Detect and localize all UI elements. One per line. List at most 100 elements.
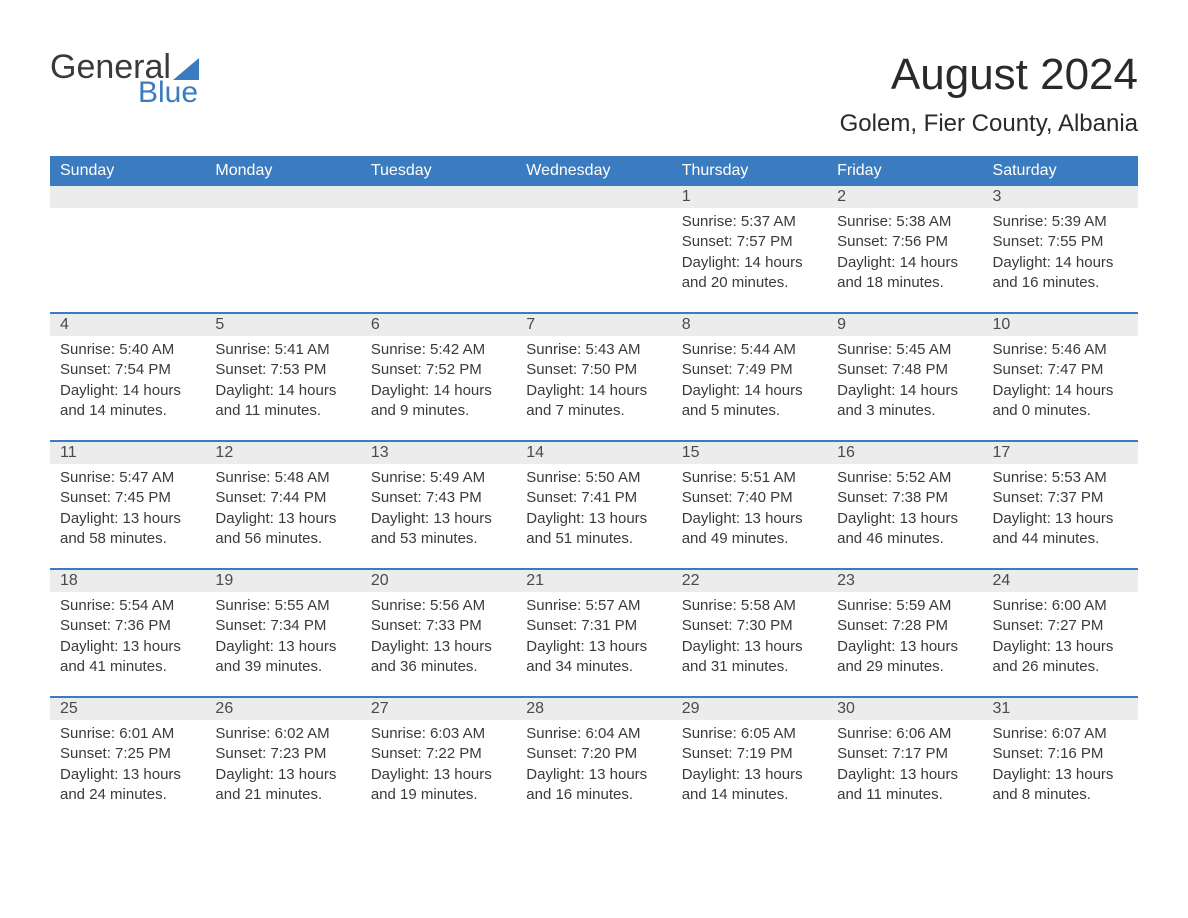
day-header-thursday: Thursday	[672, 156, 827, 186]
day-number: 21	[516, 570, 671, 592]
sunrise-text: Sunrise: 6:03 AM	[371, 724, 506, 744]
daylight-text: Daylight: 14 hours	[682, 253, 817, 273]
daylight-text: Daylight: 14 hours	[993, 253, 1128, 273]
sunset-text: Sunset: 7:43 PM	[371, 488, 506, 508]
sunset-text: Sunset: 7:47 PM	[993, 360, 1128, 380]
day-number: 15	[672, 442, 827, 464]
day-number: 5	[205, 314, 360, 336]
sunrise-text: Sunrise: 6:04 AM	[526, 724, 661, 744]
sunrise-text: Sunrise: 5:54 AM	[60, 596, 195, 616]
day-number: 7	[516, 314, 671, 336]
calendar-day: 22Sunrise: 5:58 AMSunset: 7:30 PMDayligh…	[672, 570, 827, 696]
calendar-day: 12Sunrise: 5:48 AMSunset: 7:44 PMDayligh…	[205, 442, 360, 568]
sunset-text: Sunset: 7:20 PM	[526, 744, 661, 764]
sunrise-text: Sunrise: 6:02 AM	[215, 724, 350, 744]
day-details: Sunrise: 5:37 AMSunset: 7:57 PMDaylight:…	[672, 208, 827, 293]
calendar-day: 3Sunrise: 5:39 AMSunset: 7:55 PMDaylight…	[983, 186, 1138, 312]
daylight-text: Daylight: 13 hours	[682, 509, 817, 529]
day-number: 9	[827, 314, 982, 336]
calendar-day: 14Sunrise: 5:50 AMSunset: 7:41 PMDayligh…	[516, 442, 671, 568]
day-number: 23	[827, 570, 982, 592]
daylight-text: and 56 minutes.	[215, 529, 350, 549]
day-details: Sunrise: 6:03 AMSunset: 7:22 PMDaylight:…	[361, 720, 516, 805]
day-details: Sunrise: 6:01 AMSunset: 7:25 PMDaylight:…	[50, 720, 205, 805]
day-number: 13	[361, 442, 516, 464]
day-number	[516, 186, 671, 208]
daylight-text: Daylight: 13 hours	[526, 637, 661, 657]
daylight-text: Daylight: 13 hours	[215, 509, 350, 529]
sunrise-text: Sunrise: 5:53 AM	[993, 468, 1128, 488]
calendar-day: 4Sunrise: 5:40 AMSunset: 7:54 PMDaylight…	[50, 314, 205, 440]
logo-word2: Blue	[138, 78, 199, 108]
sunset-text: Sunset: 7:31 PM	[526, 616, 661, 636]
daylight-text: and 11 minutes.	[215, 401, 350, 421]
calendar-day: 16Sunrise: 5:52 AMSunset: 7:38 PMDayligh…	[827, 442, 982, 568]
day-number: 8	[672, 314, 827, 336]
day-number: 31	[983, 698, 1138, 720]
daylight-text: and 31 minutes.	[682, 657, 817, 677]
calendar-day: 9Sunrise: 5:45 AMSunset: 7:48 PMDaylight…	[827, 314, 982, 440]
calendar-day	[50, 186, 205, 312]
daylight-text: Daylight: 13 hours	[526, 765, 661, 785]
sunset-text: Sunset: 7:49 PM	[682, 360, 817, 380]
daylight-text: Daylight: 14 hours	[215, 381, 350, 401]
day-header-tuesday: Tuesday	[361, 156, 516, 186]
daylight-text: and 58 minutes.	[60, 529, 195, 549]
calendar-day	[516, 186, 671, 312]
calendar-day: 29Sunrise: 6:05 AMSunset: 7:19 PMDayligh…	[672, 698, 827, 824]
daylight-text: and 7 minutes.	[526, 401, 661, 421]
daylight-text: and 29 minutes.	[837, 657, 972, 677]
day-number: 25	[50, 698, 205, 720]
sunset-text: Sunset: 7:41 PM	[526, 488, 661, 508]
day-details: Sunrise: 5:59 AMSunset: 7:28 PMDaylight:…	[827, 592, 982, 677]
sunrise-text: Sunrise: 5:59 AM	[837, 596, 972, 616]
calendar-day: 6Sunrise: 5:42 AMSunset: 7:52 PMDaylight…	[361, 314, 516, 440]
calendar-day: 8Sunrise: 5:44 AMSunset: 7:49 PMDaylight…	[672, 314, 827, 440]
calendar-day: 17Sunrise: 5:53 AMSunset: 7:37 PMDayligh…	[983, 442, 1138, 568]
calendar-day	[205, 186, 360, 312]
daylight-text: and 18 minutes.	[837, 273, 972, 293]
day-details: Sunrise: 5:40 AMSunset: 7:54 PMDaylight:…	[50, 336, 205, 421]
daylight-text: and 14 minutes.	[682, 785, 817, 805]
day-header-sunday: Sunday	[50, 156, 205, 186]
daylight-text: Daylight: 13 hours	[993, 637, 1128, 657]
day-number: 10	[983, 314, 1138, 336]
calendar-week: 1Sunrise: 5:37 AMSunset: 7:57 PMDaylight…	[50, 186, 1138, 312]
daylight-text: and 39 minutes.	[215, 657, 350, 677]
daylight-text: Daylight: 13 hours	[371, 637, 506, 657]
day-details: Sunrise: 5:44 AMSunset: 7:49 PMDaylight:…	[672, 336, 827, 421]
logo: General Blue	[50, 50, 199, 108]
sunset-text: Sunset: 7:22 PM	[371, 744, 506, 764]
day-number: 27	[361, 698, 516, 720]
day-number: 28	[516, 698, 671, 720]
day-number: 2	[827, 186, 982, 208]
sunrise-text: Sunrise: 5:52 AM	[837, 468, 972, 488]
sunset-text: Sunset: 7:33 PM	[371, 616, 506, 636]
calendar-day: 7Sunrise: 5:43 AMSunset: 7:50 PMDaylight…	[516, 314, 671, 440]
calendar-day: 24Sunrise: 6:00 AMSunset: 7:27 PMDayligh…	[983, 570, 1138, 696]
daylight-text: and 9 minutes.	[371, 401, 506, 421]
sunrise-text: Sunrise: 5:49 AM	[371, 468, 506, 488]
day-details: Sunrise: 5:54 AMSunset: 7:36 PMDaylight:…	[50, 592, 205, 677]
calendar-body: 1Sunrise: 5:37 AMSunset: 7:57 PMDaylight…	[50, 186, 1138, 824]
sunset-text: Sunset: 7:27 PM	[993, 616, 1128, 636]
day-details: Sunrise: 5:41 AMSunset: 7:53 PMDaylight:…	[205, 336, 360, 421]
day-number: 6	[361, 314, 516, 336]
daylight-text: and 20 minutes.	[682, 273, 817, 293]
daylight-text: and 24 minutes.	[60, 785, 195, 805]
sunset-text: Sunset: 7:45 PM	[60, 488, 195, 508]
daylight-text: and 49 minutes.	[682, 529, 817, 549]
sunrise-text: Sunrise: 5:41 AM	[215, 340, 350, 360]
sunset-text: Sunset: 7:53 PM	[215, 360, 350, 380]
sunrise-text: Sunrise: 5:42 AM	[371, 340, 506, 360]
sunset-text: Sunset: 7:30 PM	[682, 616, 817, 636]
day-number: 20	[361, 570, 516, 592]
daylight-text: Daylight: 13 hours	[371, 509, 506, 529]
day-header-saturday: Saturday	[983, 156, 1138, 186]
sunset-text: Sunset: 7:48 PM	[837, 360, 972, 380]
calendar-week: 4Sunrise: 5:40 AMSunset: 7:54 PMDaylight…	[50, 312, 1138, 440]
sunrise-text: Sunrise: 5:43 AM	[526, 340, 661, 360]
daylight-text: and 21 minutes.	[215, 785, 350, 805]
daylight-text: and 41 minutes.	[60, 657, 195, 677]
day-number: 14	[516, 442, 671, 464]
